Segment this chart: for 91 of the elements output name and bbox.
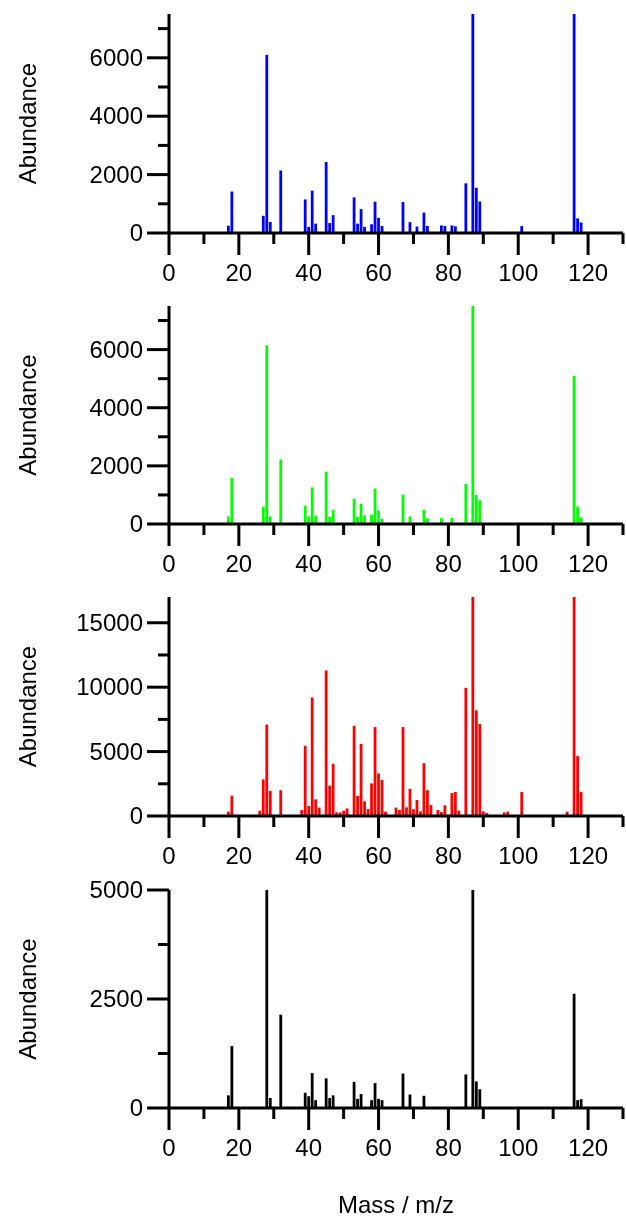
y-tick-label: 2000 [89, 160, 143, 188]
x-tick-label: 100 [498, 259, 539, 286]
bar [279, 459, 283, 524]
x-tick-label: 80 [435, 550, 462, 577]
y-tick-label: 0 [129, 802, 143, 829]
x-tick-label: 60 [365, 1134, 392, 1161]
bar [471, 14, 475, 233]
x-tick-label: 120 [568, 550, 609, 577]
bar [572, 375, 576, 524]
bar [471, 597, 475, 816]
x-tick-label: 120 [568, 1134, 609, 1161]
bar [572, 597, 576, 816]
x-tick-label: 40 [295, 259, 323, 286]
x-tick-label: 100 [498, 1134, 539, 1161]
y-tick-label: 5000 [89, 876, 143, 903]
y-axis-title: Abundance [14, 62, 41, 185]
y-tick-label: 10000 [76, 673, 143, 701]
bar [265, 345, 269, 524]
bar [310, 190, 314, 233]
y-tick-label: 2000 [89, 451, 143, 479]
x-tick-label: 40 [295, 550, 323, 577]
y-tick-label: 0 [129, 219, 143, 246]
x-tick-label: 20 [225, 550, 253, 577]
bar [324, 162, 328, 233]
y-tick-label: 6000 [89, 43, 143, 71]
x-tick-label: 120 [568, 842, 609, 869]
bar [502, 812, 506, 816]
x-tick-label: 60 [365, 842, 392, 869]
x-tick-label: 20 [225, 259, 253, 286]
y-axis-title: Abundance [14, 645, 41, 768]
bar [338, 812, 342, 816]
bar [324, 471, 328, 524]
bar [331, 763, 335, 816]
bar [331, 510, 335, 524]
x-tick-label: 60 [365, 550, 392, 577]
y-tick-label: 5000 [89, 737, 143, 765]
bar [324, 670, 328, 816]
x-tick-label: 0 [162, 259, 176, 286]
bar [471, 306, 475, 524]
bar [230, 191, 234, 233]
bar [443, 225, 447, 233]
y-tick-label: 0 [129, 1094, 143, 1121]
x-tick-label: 0 [162, 1134, 176, 1161]
bar [440, 225, 443, 233]
bar [303, 745, 307, 816]
x-tick-label: 60 [365, 259, 392, 286]
bar [520, 225, 524, 233]
bar [464, 483, 468, 524]
bar [572, 14, 576, 233]
x-tick-label: 0 [162, 842, 176, 869]
y-tick-label: 15000 [76, 608, 143, 636]
bar [450, 793, 454, 816]
y-tick-label: 6000 [89, 335, 143, 363]
bar [520, 792, 524, 816]
bar [331, 215, 335, 233]
y-tick-label: 0 [129, 510, 143, 537]
bar [279, 790, 283, 816]
bar [453, 792, 457, 816]
x-axis-title: Mass / m/z [337, 1191, 455, 1218]
x-tick-label: 100 [498, 550, 539, 577]
y-axis-title: Abundance [14, 938, 41, 1060]
x-tick-label: 40 [295, 842, 323, 869]
bar [230, 477, 234, 524]
bar [265, 54, 269, 233]
x-tick-label: 80 [435, 259, 462, 286]
bar [453, 226, 457, 233]
bar [464, 183, 468, 233]
bar [345, 808, 349, 816]
x-tick-label: 120 [568, 259, 609, 286]
bar [303, 199, 307, 233]
bar [279, 170, 283, 233]
x-tick-label: 20 [225, 842, 253, 869]
x-tick-label: 40 [295, 1134, 323, 1161]
bar [230, 795, 234, 816]
x-tick-label: 100 [498, 842, 539, 869]
bar [464, 687, 468, 816]
bar [310, 697, 314, 816]
bar [443, 805, 447, 816]
bar [440, 518, 443, 524]
y-tick-label: 2500 [89, 985, 143, 1012]
y-axis-title: Abundance [14, 354, 41, 476]
x-tick-label: 80 [435, 842, 462, 869]
y-tick-label: 4000 [89, 393, 143, 421]
bar [303, 505, 307, 524]
bar [310, 487, 314, 524]
y-tick-label: 4000 [89, 102, 143, 130]
x-tick-label: 20 [225, 1134, 253, 1161]
x-tick-label: 80 [435, 1134, 462, 1161]
x-tick-label: 0 [162, 550, 176, 577]
bar [450, 225, 454, 233]
bar [265, 724, 269, 816]
